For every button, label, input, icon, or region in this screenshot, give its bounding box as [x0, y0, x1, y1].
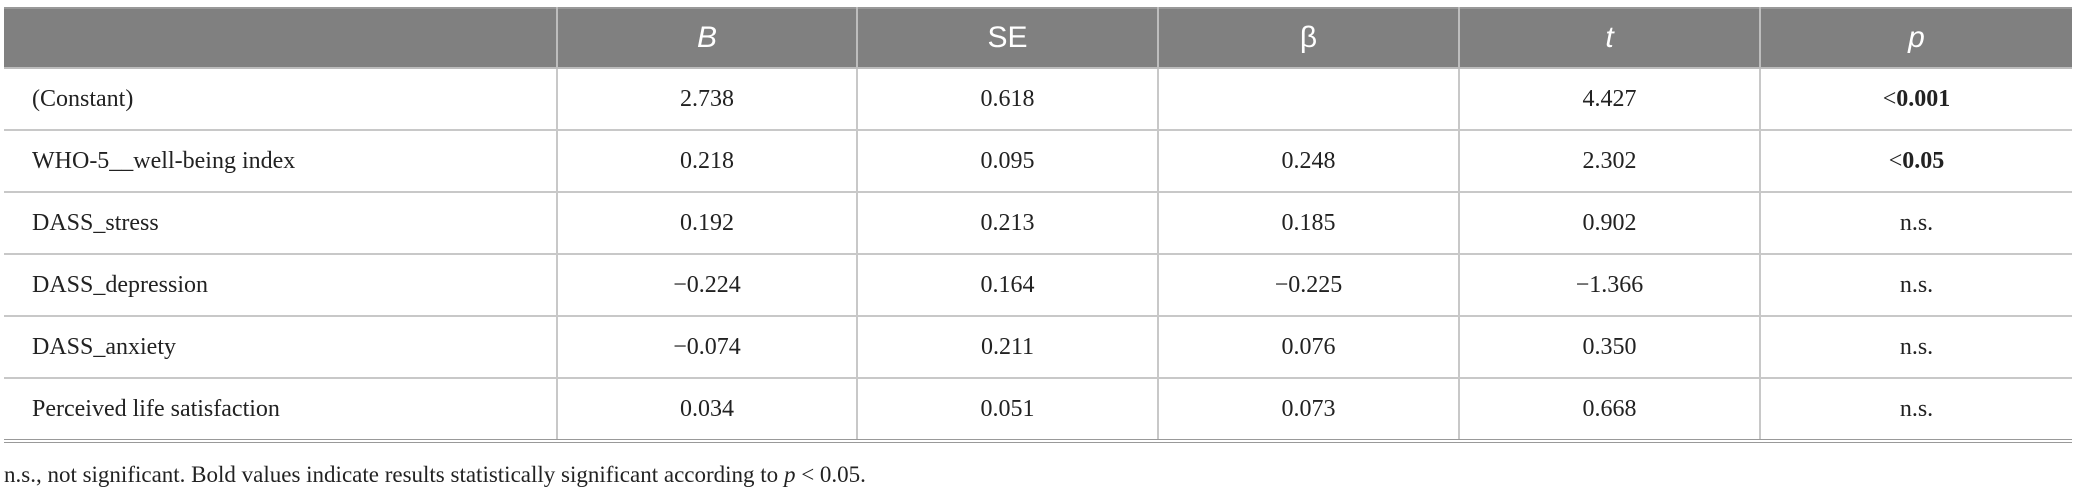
table-cell: 0.248	[1157, 129, 1460, 193]
table-cell: −0.074	[556, 315, 858, 379]
table-cell: n.s.	[1759, 377, 2072, 442]
row-label: WHO-5__well-being index	[4, 129, 558, 193]
table-cell: 0.668	[1458, 377, 1761, 442]
column-header: SE	[856, 7, 1159, 69]
table-cell: 0.350	[1458, 315, 1761, 379]
table-cell: 0.095	[856, 129, 1159, 193]
table-row: WHO-5__well-being index 0.218 0.095 0.248 2.…	[4, 129, 2072, 193]
header-row: B SE β t p	[4, 7, 2072, 69]
table-cell: 0.218	[556, 129, 858, 193]
table-cell: 4.427	[1458, 67, 1761, 131]
table-cell: −1.366	[1458, 253, 1761, 317]
row-label: DASS_anxiety	[4, 315, 558, 379]
footnote-text: < 0.05.	[795, 462, 866, 487]
table-row: (Constant) 2.738 0.618 4.427 <0.001	[4, 67, 2072, 131]
footnote-italic: p	[783, 462, 796, 487]
row-label: Perceived life satisfaction	[4, 377, 558, 442]
table-row: DASS_anxiety −0.074 0.211 0.076 0.350 n.s.	[4, 315, 2072, 379]
table-cell: −0.225	[1157, 253, 1460, 317]
table-cell: 0.073	[1157, 377, 1460, 442]
column-header: p	[1759, 7, 2072, 69]
column-header: β	[1157, 7, 1460, 69]
table-cell: 0.213	[856, 191, 1159, 255]
results-table: B SE β t p (Constant) 2.738 0.618 4.427 <0.001 WH…	[4, 7, 2072, 443]
table-row: DASS_stress 0.192 0.213 0.185 0.902 n.s.	[4, 191, 2072, 255]
footnote-text: n.s., not significant. Bold values indic…	[4, 462, 784, 487]
footnote: n.s., not significant. Bold values indic…	[4, 462, 866, 488]
table-cell: 0.618	[856, 67, 1159, 131]
table-cell: 2.302	[1458, 129, 1761, 193]
table-cell: 0.076	[1157, 315, 1460, 379]
table-cell: 0.164	[856, 253, 1159, 317]
table-cell: −0.224	[556, 253, 858, 317]
table-cell: 0.051	[856, 377, 1159, 442]
table-cell: 0.211	[856, 315, 1159, 379]
table-cell: 0.034	[556, 377, 858, 442]
table-cell: 2.738	[556, 67, 858, 131]
table-cell: n.s.	[1759, 191, 2072, 255]
row-label: DASS_stress	[4, 191, 558, 255]
cell-sign: <	[1888, 147, 1903, 174]
table-row: DASS_depression −0.224 0.164 −0.225 −1.366 n.…	[4, 253, 2072, 317]
column-header: B	[556, 7, 858, 69]
cell-bold: 0.001	[1896, 85, 1951, 112]
table-cell: <0.001	[1759, 67, 2072, 131]
cell-bold: 0.05	[1902, 147, 1945, 174]
table-cell: n.s.	[1759, 253, 2072, 317]
table-body: (Constant) 2.738 0.618 4.427 <0.001 WHO-5__we…	[4, 67, 2072, 442]
table-cell: 0.185	[1157, 191, 1460, 255]
column-header	[4, 7, 558, 69]
cell-sign: <	[1882, 85, 1897, 112]
table-cell: <0.05	[1759, 129, 2072, 193]
row-label: DASS_depression	[4, 253, 558, 317]
table-cell	[1157, 67, 1460, 131]
table-row: Perceived life satisfaction 0.034 0.051 0.0…	[4, 377, 2072, 442]
table-cell: 0.192	[556, 191, 858, 255]
row-label: (Constant)	[4, 67, 558, 131]
table-cell: 0.902	[1458, 191, 1761, 255]
column-header: t	[1458, 7, 1761, 69]
table-cell: n.s.	[1759, 315, 2072, 379]
